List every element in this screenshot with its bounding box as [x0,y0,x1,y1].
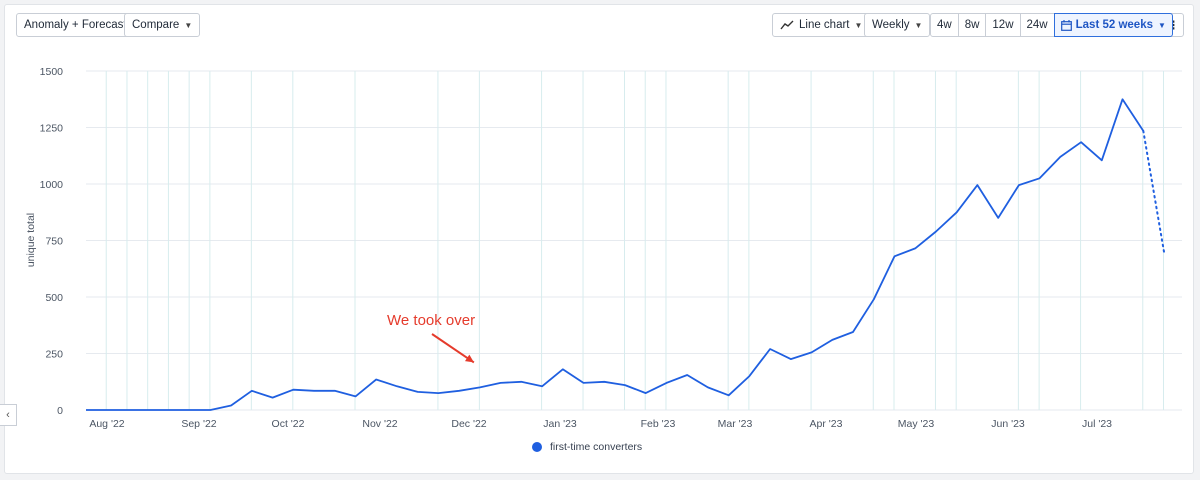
range-last-52-weeks-button[interactable]: Last 52 weeks ▼ [1053,13,1173,37]
line-chart-icon [780,20,794,30]
x-tick-label: Feb '23 [641,418,676,430]
x-tick-label: Sep '22 [181,418,216,430]
range-12w-button[interactable]: 12w [985,13,1021,37]
x-tick-label: Jun '23 [991,418,1025,430]
y-tick-label: 750 [45,236,63,248]
series-line-first-time-converters [86,98,1145,411]
range-segmented-control: 4w 8w 12w 24w Last 52 weeks ▼ [930,13,1173,37]
annotation-arrow-line [431,333,475,364]
y-tick-label: 1500 [40,66,64,78]
y-axis-label: unique total [25,213,37,267]
chevron-down-icon: ▼ [854,20,863,30]
range-24w-button[interactable]: 24w [1019,13,1055,37]
collapse-panel-button[interactable]: ‹ [0,404,17,426]
more-vertical-icon: ⋮ [1167,20,1180,32]
legend: first-time converters [532,441,642,453]
calendar-icon [1060,19,1072,31]
legend-label-first-time-converters: first-time converters [550,441,643,453]
x-tick-label: Mar '23 [718,418,753,430]
x-tick-label: Oct '22 [272,418,305,430]
x-tick-label: Nov '22 [362,418,397,430]
chevron-down-icon: ▼ [1157,20,1166,30]
y-tick-label: 1250 [40,123,64,135]
anomaly-forecast-label: Anomaly + Forecast [24,19,127,31]
legend-dot-first-time-converters [532,442,542,452]
anomaly-forecast-button[interactable]: Anomaly + Forecast [16,13,135,37]
chart-panel [4,4,1194,474]
x-tick-label: Apr '23 [810,418,843,430]
chevron-down-icon: ▼ [184,20,193,30]
chevron-down-icon: ▼ [914,20,923,30]
y-tick-label: 250 [45,349,63,361]
x-tick-label: Aug '22 [89,418,124,430]
interval-label: Weekly [872,19,910,31]
y-tick-label: 500 [45,292,63,304]
x-tick-label: Jul '23 [1082,418,1112,430]
x-tick-label: Jan '23 [543,418,577,430]
compare-button[interactable]: Compare ▼ [124,13,201,37]
interval-dropdown[interactable]: Weekly ▼ [864,13,931,37]
range-4w-button[interactable]: 4w [930,13,959,37]
forecast-line [1142,129,1165,253]
compare-label: Compare [132,19,180,31]
x-tick-label: May '23 [898,418,935,430]
annotation-arrow-head [464,354,474,363]
range-8w-button[interactable]: 8w [957,13,987,37]
chevron-left-icon: ‹ [6,409,10,421]
x-tick-label: Dec '22 [451,418,486,430]
active-range-label: Last 52 weeks [1075,19,1153,31]
y-tick-label: 0 [57,405,63,417]
annotation-text: We took over [387,312,475,329]
chart-type-label: Line chart [799,19,850,31]
y-tick-label: 1000 [40,179,64,191]
chart-type-dropdown[interactable]: Line chart ▼ [772,13,871,37]
